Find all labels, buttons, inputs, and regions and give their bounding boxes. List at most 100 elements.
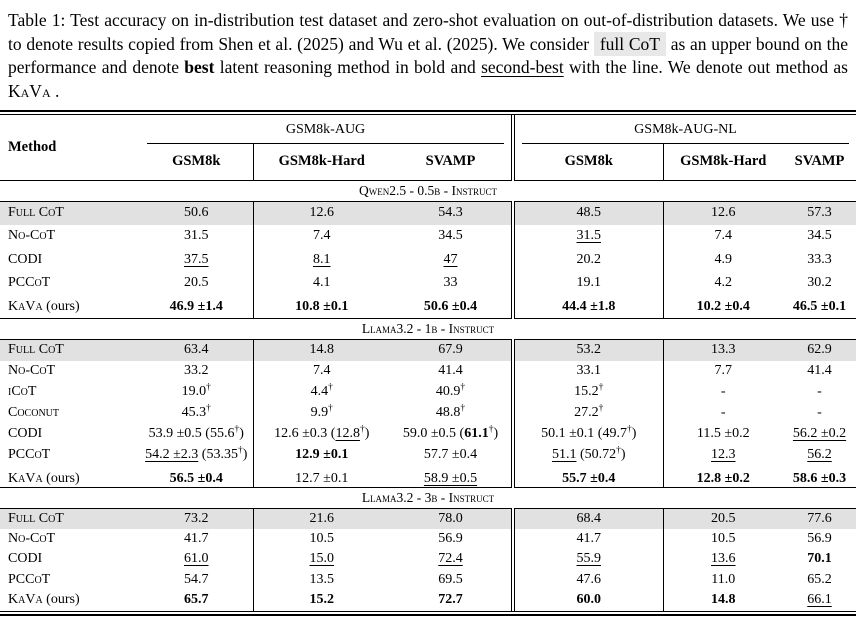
method-cell: CODI [0,248,140,272]
text-segment: PCCoT [8,571,51,587]
text-segment: Table 1: Test accuracy on in-distributio… [8,10,848,54]
text-segment: 4.2 [714,275,733,291]
method-cell: KaVa (ours) [0,590,140,611]
value-cell: 21.6 [252,508,390,529]
value-cell: 54.2 ±2.3 (53.35†) [140,445,253,466]
method-cell: PCCoT [0,445,140,466]
data-row: PCCoT 54.7 13.5 69.5 47.6 11.0 65.2 [0,569,856,591]
dagger-superscript: † [598,403,604,414]
value-cell: 48.5 [511,201,664,225]
text-segment: 12.6 [711,205,736,221]
text-segment: No-CoT [8,363,56,379]
method-cell: PCCoT [0,570,140,591]
value-cell: 33.3 [783,248,856,272]
text-segment: 12.6 ±0.3 ( [274,426,336,442]
value-cell: 60.0 [511,590,664,611]
text-segment: ) [239,426,244,442]
text-segment: 11.5 ±0.2 [696,426,750,442]
method-cell: CODI [0,549,140,570]
text-segment: CODI [8,551,43,567]
method-cell: KaVa (ours) [0,466,140,488]
value-cell: 57.7 ±0.4 [390,445,513,466]
value-cell: 31.5 [140,225,253,249]
value-cell: 55.9 [511,549,664,570]
value-cell: 34.5 [783,225,856,249]
text-segment: 8.1 [313,251,331,267]
value-cell: 15.2† [511,381,664,403]
text-segment: 20.5 [711,510,736,526]
text-segment: (ours) [42,592,80,608]
value-cell: 77.6 [783,508,856,529]
text-segment: 65.2 [807,571,832,587]
value-cell: 44.4 ±1.8 [511,295,664,319]
value-cell: 20.5 [662,508,784,529]
value-cell: 33.2 [140,361,253,382]
value-cell: 45.3† [140,403,253,424]
value-cell: 65.2 [783,570,856,591]
value-cell: 13.5 [252,569,390,591]
dagger-superscript: † [328,382,333,393]
text-segment: 10.5 [711,530,736,546]
text-segment: 15.2 [309,592,335,608]
text-segment: 12.3 [711,447,736,463]
text-segment: 11.0 [711,571,736,587]
value-cell: 56.9 [390,529,513,550]
section-header-row: Qwen2.5 - 0.5b - Instruct [0,179,856,202]
value-cell: 40.9† [390,382,513,403]
text-segment: - [720,405,726,421]
value-cell: 56.2 ±0.2 [783,424,856,445]
text-segment: No-CoT [8,530,56,546]
column-group-gsm8k-aug-nl: GSM8k-AUG-NL [511,115,856,145]
text-segment: Full CoT [8,510,64,526]
dagger-superscript: † [460,382,466,393]
value-cell: 41.7 [511,528,664,550]
text-segment: . [50,80,60,101]
text-segment: 69.5 [438,571,463,587]
value-cell: 12.6 [662,201,784,225]
paper-page: Table 1: Test accuracy on in-distributio… [0,9,856,616]
text-segment: 60.0 [576,592,602,608]
dagger-superscript: † [359,424,365,435]
text-segment: KaVa [8,80,51,101]
section-title: Llama3.2 - 1b - Instruct [0,318,856,341]
text-segment: 59.0 ±0.5 ( [402,426,465,442]
value-cell: 7.7 [662,360,784,382]
text-segment: CODI [8,251,43,267]
data-row: CODI 37.5 8.1 47 20.2 4.9 33.3 [0,248,856,272]
results-table: Method GSM8k-AUG GSM8k-AUG-NL GSM8k GSM8… [0,115,856,611]
method-cell: No-CoT [0,361,140,382]
data-row: iCoT 19.0† 4.4† 40.9† 15.2† - - [0,381,856,403]
value-cell: 10.2 ±0.4 [662,295,784,319]
section-header-row: Llama3.2 - 1b - Instruct [0,318,856,341]
method-cell: Full CoT [0,201,140,225]
text-segment: 10.2 ±0.4 [696,298,750,314]
dagger-superscript: † [488,424,494,435]
text-segment: 57.3 [807,205,832,221]
text-segment: 37.5 [184,251,209,267]
value-cell: 20.5 [140,272,253,296]
text-segment: (53.35 [198,447,238,463]
text-segment: 4.4 [310,384,329,400]
section-title: Llama3.2 - 3b - Instruct [0,486,856,509]
text-segment: PCCoT [8,275,51,291]
text-segment: ) [364,426,370,442]
text-segment: 14.8 [309,342,335,358]
data-row: Full CoT 73.2 21.6 78.0 68.4 20.5 77.6 [0,508,856,529]
text-segment: 13.6 [711,551,736,567]
value-cell: 14.8 [252,339,390,361]
text-segment: 10.5 [309,530,335,546]
value-cell: 62.9 [783,339,856,361]
value-cell: 70.1 [783,549,856,570]
col-header-aug-gsm8k-hard: GSM8k-Hard [252,144,390,181]
value-cell: 78.0 [390,508,514,529]
value-cell: 4.9 [662,248,784,272]
text-segment: 56.9 [438,530,463,546]
value-cell: - [783,403,856,424]
value-cell: 50.6 ±0.4 [390,295,513,319]
text-segment: 9.9 [310,405,329,421]
dagger-superscript: † [598,382,604,393]
text-segment: 56.2 ±0.2 [792,426,847,442]
text-segment: 34.5 [438,228,463,244]
data-row: CODI 61.0 15.0 72.4 55.9 13.6 70.1 [0,549,856,570]
col-header-nl-svamp: SVAMP [783,144,856,181]
